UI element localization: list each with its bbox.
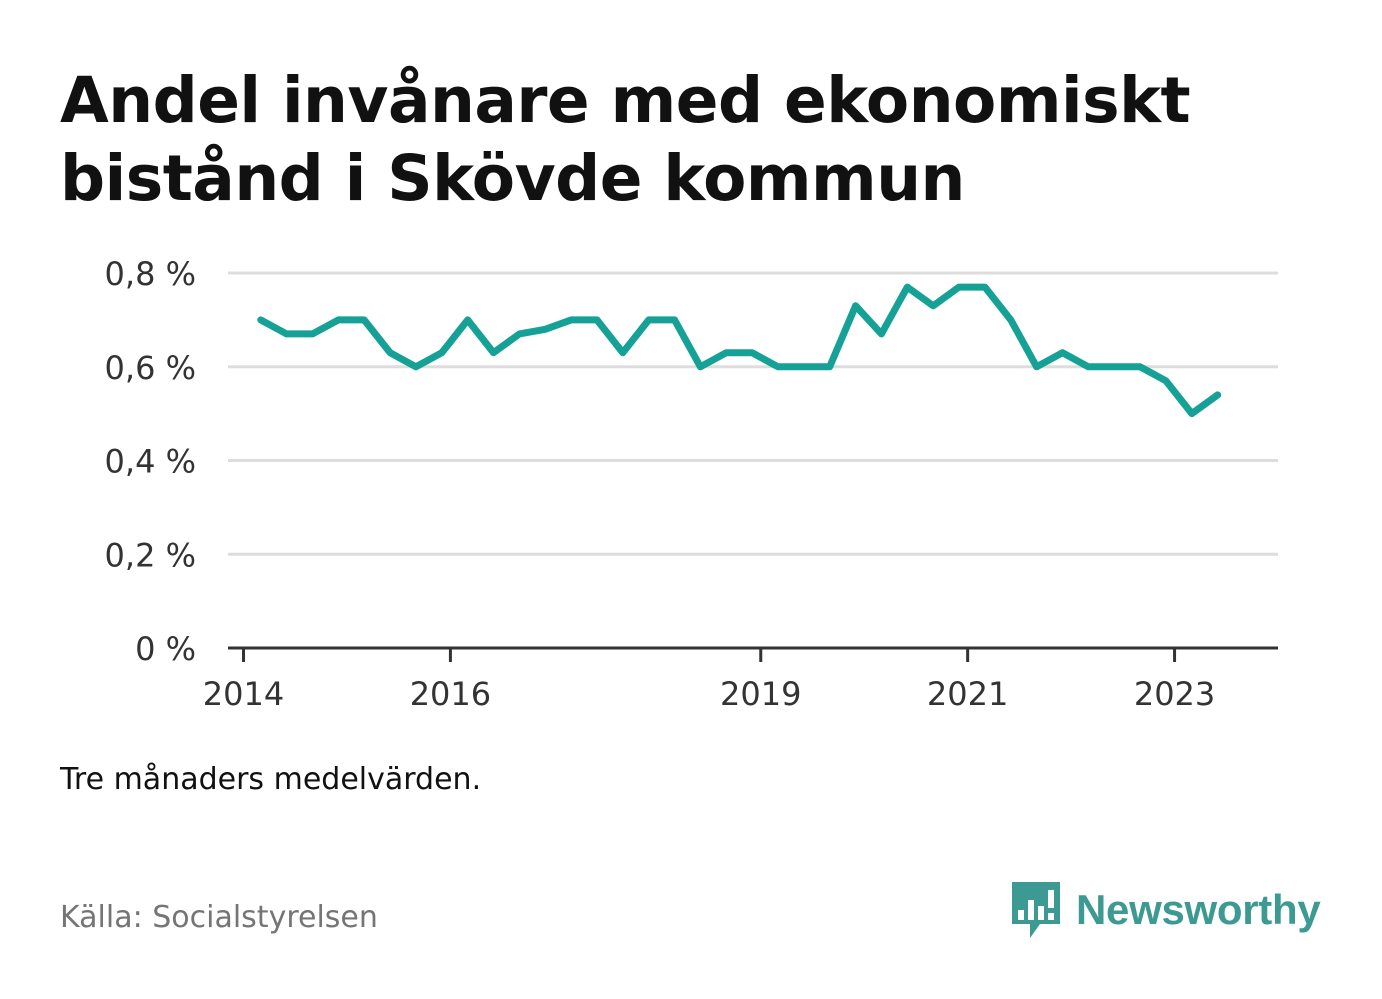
y-tick-label: 0,2 % xyxy=(105,536,196,574)
grid-lines xyxy=(228,271,1278,556)
chart-title: Andel invånare med ekonomiskt bistånd i … xyxy=(60,64,1191,215)
newsworthy-logo-icon xyxy=(1012,882,1060,938)
brand-name: Newsworthy xyxy=(1076,886,1321,933)
x-tick-label: 2023 xyxy=(1134,675,1215,713)
chart-subtitle: Tre månaders medelvärden. xyxy=(60,762,482,797)
x-axis: 2014 2016 2019 2021 2023 xyxy=(203,648,1215,713)
x-tick-label: 2016 xyxy=(410,675,491,713)
x-tick-label: 2021 xyxy=(927,675,1008,713)
y-tick-label: 0,8 % xyxy=(105,255,196,293)
y-tick-label: 0 % xyxy=(135,630,196,668)
y-tick-label: 0,6 % xyxy=(105,349,196,387)
x-tick-label: 2019 xyxy=(720,675,801,713)
x-tick-label: 2014 xyxy=(203,675,284,713)
source-note: Källa: Socialstyrelsen xyxy=(60,900,378,935)
brand-logo: Newsworthy xyxy=(1010,878,1321,942)
line-chart: 0 % 0,2 % 0,4 % 0,6 % 0,8 % 2014 2016 2019 2021… xyxy=(105,255,1278,713)
y-tick-label: 0,4 % xyxy=(105,443,196,481)
y-axis: 0 % 0,2 % 0,4 % 0,6 % 0,8 % xyxy=(105,255,196,668)
series-line xyxy=(257,283,1222,418)
